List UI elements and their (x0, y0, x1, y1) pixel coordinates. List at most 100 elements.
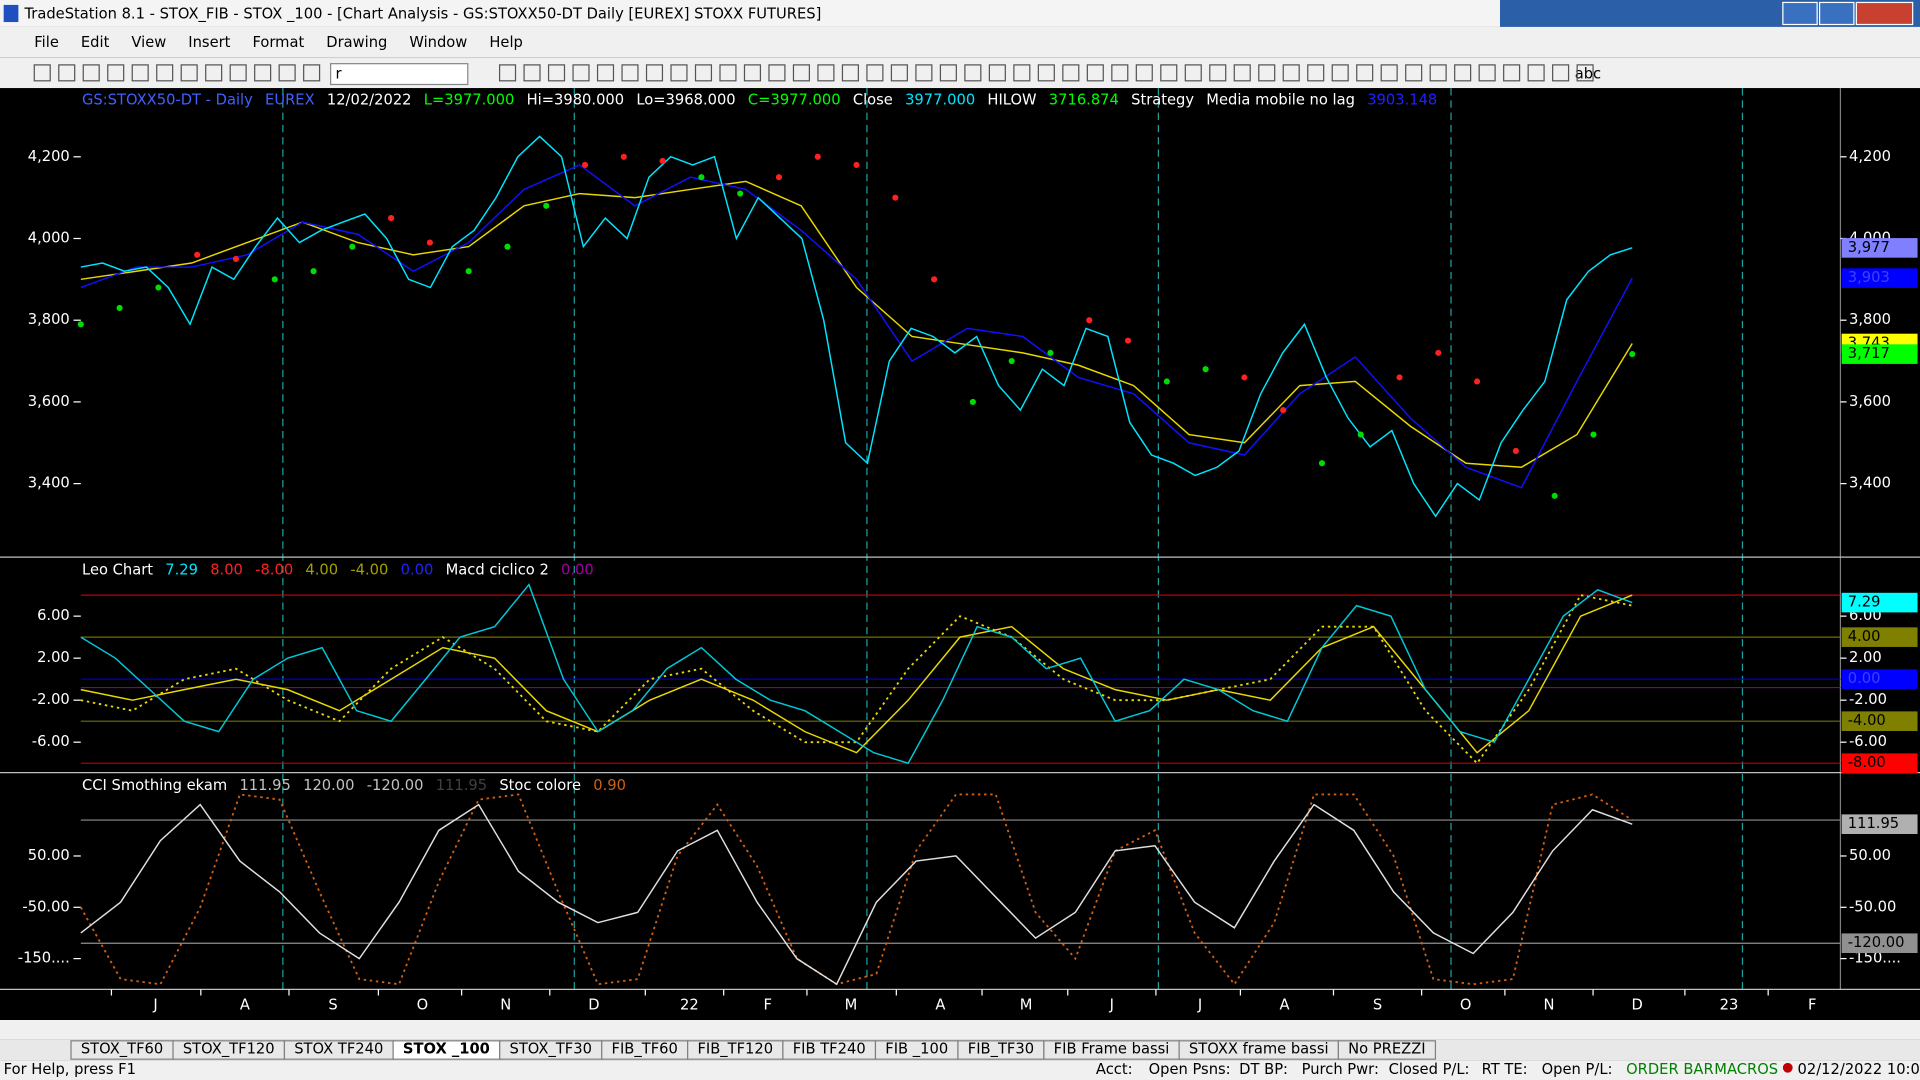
toolbar-icon[interactable] (817, 64, 835, 82)
sheet-tab-label[interactable]: FIB Frame bassi (1054, 1040, 1170, 1057)
menu-item[interactable]: Format (252, 34, 304, 51)
sheet-tab-label[interactable]: FIB_TF60 (612, 1040, 678, 1057)
sheet-tab-label[interactable]: FIB _100 (885, 1040, 948, 1057)
pane-header: 3977.000 (905, 91, 975, 108)
toolbar-icon[interactable] (1184, 64, 1202, 82)
toolbar-icon[interactable] (841, 64, 859, 82)
toolbar-icon[interactable] (229, 64, 247, 82)
toolbar-icon[interactable] (1307, 64, 1325, 82)
sheet-tab-label[interactable]: No PREZZI (1348, 1040, 1425, 1057)
text-tool[interactable]: abc (1575, 66, 1601, 83)
pane-header: L=3977.000 (424, 91, 515, 108)
toolbar-icon[interactable] (33, 64, 51, 82)
toolbar-icon[interactable] (498, 64, 517, 82)
toolbar-icon[interactable] (1062, 64, 1080, 82)
x-tick-label: S (328, 996, 337, 1013)
toolbar-icon[interactable] (1013, 64, 1031, 82)
toolbar-icon[interactable] (523, 64, 541, 82)
menu-item[interactable]: Drawing (326, 34, 387, 51)
toolbar-icon[interactable] (82, 64, 100, 82)
toolbar-icon[interactable] (1086, 64, 1104, 82)
toolbar-icon[interactable] (1037, 64, 1055, 82)
minimize-button[interactable] (1782, 1, 1818, 26)
toolbar-icon[interactable] (1429, 64, 1447, 82)
toolbar-icon[interactable] (1356, 64, 1374, 82)
toolbar-icon[interactable] (1527, 64, 1545, 82)
sheet-tab-label[interactable]: STOX_TF120 (183, 1040, 275, 1057)
toolbar-icon[interactable] (719, 64, 737, 82)
sheet-tab-label[interactable]: STOX _100 (403, 1040, 490, 1057)
toolbar-icon[interactable] (1331, 64, 1349, 82)
y-tick-label: 3,400 (1849, 475, 1891, 492)
sheet-tab-label[interactable]: FIB TF240 (793, 1040, 866, 1057)
toolbar-icon[interactable] (131, 64, 149, 82)
toolbar-icon[interactable] (890, 64, 908, 82)
sheet-tab-label[interactable]: STOX_TF30 (510, 1040, 592, 1057)
toolbar-icon[interactable] (645, 64, 664, 82)
toolbar-icon[interactable] (107, 64, 125, 82)
toolbar-icon[interactable] (1160, 64, 1178, 82)
toolbar-icon[interactable] (1405, 64, 1423, 82)
toolbar-icon[interactable] (743, 64, 762, 82)
toolbar-icon[interactable] (1576, 64, 1594, 82)
menu-item[interactable]: Edit (81, 34, 110, 51)
symbol-input[interactable]: r (336, 66, 343, 83)
macros[interactable]: MACROS (1714, 1061, 1778, 1078)
toolbar-icon[interactable] (670, 64, 688, 82)
toolbar-icon[interactable] (915, 64, 933, 82)
toolbar-icon[interactable] (205, 64, 223, 82)
toolbar-icon[interactable] (1209, 64, 1227, 82)
toolbar-icon[interactable] (866, 64, 884, 82)
last-value-label: -4.00 (1848, 712, 1886, 729)
toolbar-icon[interactable] (278, 64, 296, 82)
toolbar-icon[interactable] (254, 64, 272, 82)
y-tick-label: -2.00 (1849, 691, 1887, 708)
close-button[interactable] (1855, 1, 1914, 26)
maximize-button[interactable] (1818, 1, 1855, 26)
y-tick-label: -50.00 (1849, 898, 1896, 915)
toolbar-icon[interactable] (596, 64, 615, 82)
toolbar-icon[interactable] (621, 64, 639, 82)
toolbar-icon[interactable] (1282, 64, 1300, 82)
toolbar-icon[interactable] (58, 64, 76, 82)
sheet-tab-label[interactable]: FIB_TF30 (968, 1040, 1034, 1057)
toolbar-icon[interactable] (1135, 64, 1153, 82)
toolbar-icon[interactable] (1233, 64, 1251, 82)
toolbar-icon[interactable] (1111, 64, 1129, 82)
last-value-label: 3,717 (1848, 345, 1890, 362)
toolbar-icon[interactable] (1503, 64, 1521, 82)
x-tick-label: D (588, 996, 599, 1013)
toolbar-icon[interactable] (547, 64, 566, 82)
symbol-box[interactable] (330, 63, 469, 86)
sheet-tab-label[interactable]: STOXX frame bassi (1189, 1040, 1329, 1057)
toolbar-icon[interactable] (792, 64, 810, 82)
sheet-tab-label[interactable]: FIB_TF120 (697, 1040, 773, 1057)
sheet-tab-label[interactable]: STOX_TF60 (81, 1040, 163, 1057)
toolbar-icon[interactable] (694, 64, 713, 82)
menu-item[interactable]: Help (489, 34, 522, 51)
toolbar-icon[interactable] (156, 64, 174, 82)
toolbar-icon[interactable] (1478, 64, 1496, 82)
toolbar-icon[interactable] (1454, 64, 1472, 82)
toolbar-icon[interactable] (964, 64, 982, 82)
sheet-tab[interactable] (1337, 1040, 1437, 1060)
menu-item[interactable]: Insert (188, 34, 230, 51)
toolbar-icon[interactable] (1258, 64, 1276, 82)
menu-item[interactable]: View (131, 34, 166, 51)
last-value-label: 111.95 (1848, 815, 1899, 832)
toolbar-icon[interactable] (303, 64, 321, 82)
order-bar[interactable]: ORDER BAR (1626, 1061, 1714, 1078)
hilow-dot (1551, 492, 1558, 499)
toolbar-icon[interactable] (988, 64, 1006, 82)
sheet-tab-label[interactable]: STOX TF240 (294, 1040, 383, 1057)
toolbar-icon[interactable] (1552, 64, 1570, 82)
toolbar-icon[interactable] (572, 64, 590, 82)
toolbar-icon[interactable] (1380, 64, 1398, 82)
scrollbar[interactable] (0, 1020, 1920, 1040)
y-tick-label: 4,200 (28, 148, 70, 165)
toolbar-icon[interactable] (180, 64, 198, 82)
toolbar-icon[interactable] (768, 64, 786, 82)
menu-item[interactable]: Window (409, 34, 467, 51)
menu-item[interactable]: File (34, 34, 59, 51)
toolbar-icon[interactable] (939, 64, 957, 82)
